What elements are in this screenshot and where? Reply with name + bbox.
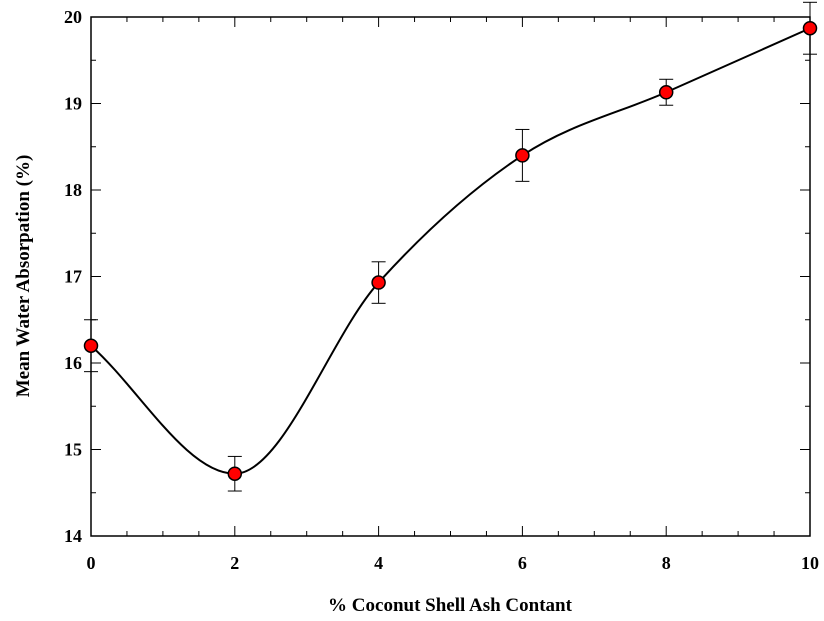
x-tick-label: 4 xyxy=(374,553,383,573)
error-bars xyxy=(84,1,817,492)
y-axis-label: Mean Water Absorpation (%) xyxy=(13,155,34,398)
x-tick-label: 6 xyxy=(518,553,527,573)
y-tick-labels: 14 15 16 17 18 19 20 xyxy=(64,7,82,546)
data-point xyxy=(515,148,530,163)
data-point xyxy=(802,20,818,36)
data-point xyxy=(658,85,674,100)
y-tick-label: 19 xyxy=(64,94,82,114)
y-ticks xyxy=(91,16,810,537)
x-tick-label: 8 xyxy=(662,553,671,573)
y-tick-label: 18 xyxy=(64,180,82,200)
data-point xyxy=(227,466,243,481)
y-tick-label: 15 xyxy=(64,440,82,460)
x-tick-label: 0 xyxy=(87,553,96,573)
x-tick-labels: 0 2 4 6 8 10 xyxy=(87,553,820,573)
y-tick-label: 20 xyxy=(64,7,82,27)
y-tick-label: 16 xyxy=(64,353,82,373)
x-axis-label: % Coconut Shell Ash Contant xyxy=(328,595,573,616)
data-point xyxy=(371,275,386,290)
series-line xyxy=(90,27,811,475)
y-tick-label: 17 xyxy=(64,267,82,287)
data-point xyxy=(83,338,99,353)
x-ticks xyxy=(90,17,811,536)
plot-frame xyxy=(90,16,811,537)
x-tick-label: 10 xyxy=(801,553,819,573)
x-tick-label: 2 xyxy=(230,553,239,573)
y-tick-label: 14 xyxy=(64,526,82,546)
data-points xyxy=(83,20,818,481)
